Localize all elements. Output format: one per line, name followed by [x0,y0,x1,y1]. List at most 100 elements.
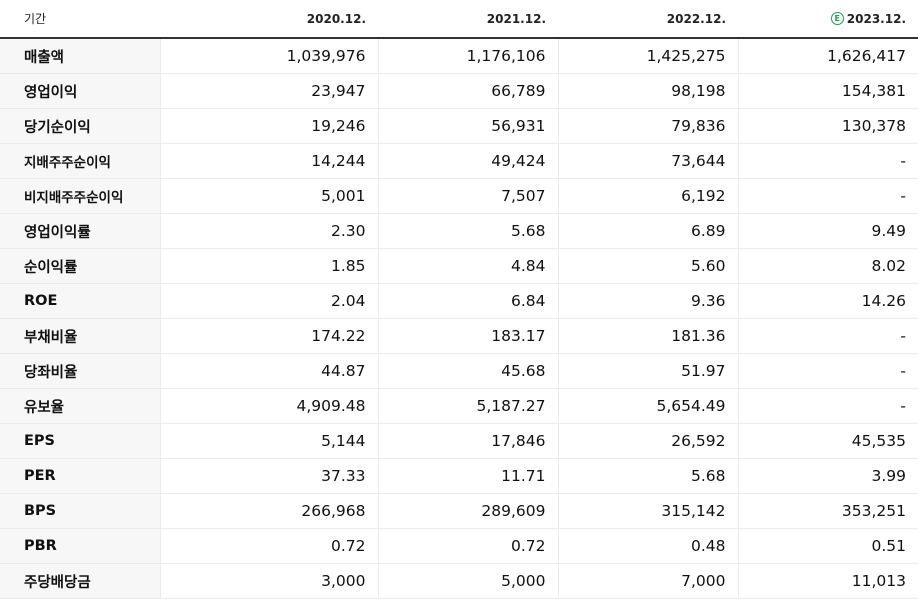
cell-value: 79,836 [557,108,738,144]
cell-value: 73,644 [557,143,738,179]
cell-value: 154,381 [737,73,918,109]
cell-value: - [737,353,918,389]
cell-value: - [737,318,918,354]
cell-value: 98,198 [557,73,738,109]
table-row: ROE 2.04 6.84 9.36 14.26 [0,283,918,319]
cell-value: 1,626,417 [737,38,918,74]
cell-value: 6.84 [377,283,558,319]
row-label: ROE [0,283,160,319]
cell-value: 5.60 [557,248,738,284]
cell-value: 9.49 [737,213,918,249]
row-label: 매출액 [0,38,160,74]
table-row: 순이익률 1.85 4.84 5.60 8.02 [0,248,918,284]
row-label: 순이익률 [0,248,160,284]
cell-value: 0.72 [159,528,378,564]
table-row: 비지배주주순이익 5,001 7,507 6,192 - [0,178,918,214]
row-label: PER [0,458,160,494]
cell-value: 9.36 [557,283,738,319]
cell-value: 5.68 [557,458,738,494]
year-header-2022: 2022.12. [558,0,738,39]
cell-value: 1,039,976 [159,38,378,74]
cell-value: 3.99 [737,458,918,494]
year-header-2020: 2020.12. [160,0,378,39]
cell-value: 49,424 [377,143,558,179]
table-row: 부채비율 174.22 183.17 181.36 - [0,318,918,354]
row-label: 당기순이익 [0,108,160,144]
cell-value: 51.97 [557,353,738,389]
cell-value: 7,000 [557,563,738,599]
row-label: 부채비율 [0,318,160,354]
cell-value: 6,192 [557,178,738,214]
estimate-icon: E [830,11,844,25]
row-label: EPS [0,423,160,459]
cell-value: 44.87 [159,353,378,389]
cell-value: 23,947 [159,73,378,109]
cell-value: 1.85 [159,248,378,284]
cell-value: 17,846 [377,423,558,459]
cell-value: 174.22 [159,318,378,354]
table-row: 주당배당금 3,000 5,000 7,000 11,013 [0,563,918,599]
cell-value: 56,931 [377,108,558,144]
cell-value: 45,535 [737,423,918,459]
cell-value: 5.68 [377,213,558,249]
row-label: 영업이익 [0,73,160,109]
cell-value: 26,592 [557,423,738,459]
row-label: 당좌비율 [0,353,160,389]
table-row: 유보율 4,909.48 5,187.27 5,654.49 - [0,388,918,424]
cell-value: 315,142 [557,493,738,529]
cell-value: 11,013 [737,563,918,599]
cell-value: 37.33 [159,458,378,494]
cell-value: 1,176,106 [377,38,558,74]
table-row: 지배주주순이익 14,244 49,424 73,644 - [0,143,918,179]
row-label: PBR [0,528,160,564]
cell-value: 45.68 [377,353,558,389]
cell-value: 2.04 [159,283,378,319]
cell-value: 1,425,275 [557,38,738,74]
cell-value: 5,654.49 [557,388,738,424]
cell-value: 0.72 [377,528,558,564]
cell-value: 14.26 [737,283,918,319]
table-row: EPS 5,144 17,846 26,592 45,535 [0,423,918,459]
cell-value: 2.30 [159,213,378,249]
cell-value: 6.89 [557,213,738,249]
cell-value: 0.51 [737,528,918,564]
cell-value: 4.84 [377,248,558,284]
cell-value: 5,000 [377,563,558,599]
cell-value: 181.36 [557,318,738,354]
year-header-2023: E 2023.12. [738,0,918,39]
cell-value: 130,378 [737,108,918,144]
row-label: 유보율 [0,388,160,424]
table-row: 영업이익 23,947 66,789 98,198 154,381 [0,73,918,109]
cell-value: 5,187.27 [377,388,558,424]
cell-value: 7,507 [377,178,558,214]
row-label: 지배주주순이익 [0,143,160,179]
cell-value: 14,244 [159,143,378,179]
cell-value: 11.71 [377,458,558,494]
table-row: PBR 0.72 0.72 0.48 0.51 [0,528,918,564]
year-header-2023-label: 2023.12. [846,11,906,26]
table-row: 영업이익률 2.30 5.68 6.89 9.49 [0,213,918,249]
cell-value: 183.17 [377,318,558,354]
table-row: BPS 266,968 289,609 315,142 353,251 [0,493,918,529]
row-label: 영업이익률 [0,213,160,249]
table-row: 당좌비율 44.87 45.68 51.97 - [0,353,918,389]
header-row: 기간 2020.12. 2021.12. 2022.12. E 2023.12. [0,0,918,39]
table-row: 당기순이익 19,246 56,931 79,836 130,378 [0,108,918,144]
cell-value: 5,001 [159,178,378,214]
row-label: 주당배당금 [0,563,160,599]
table-row: PER 37.33 11.71 5.68 3.99 [0,458,918,494]
row-label: BPS [0,493,160,529]
cell-value: 0.48 [557,528,738,564]
period-header: 기간 [0,0,160,39]
cell-value: 5,144 [159,423,378,459]
cell-value: - [737,388,918,424]
row-label: 비지배주주순이익 [0,178,160,214]
table-row: 매출액 1,039,976 1,176,106 1,425,275 1,626,… [0,38,918,74]
cell-value: 4,909.48 [159,388,378,424]
cell-value: 353,251 [737,493,918,529]
cell-value: 66,789 [377,73,558,109]
cell-value: 289,609 [377,493,558,529]
year-header-2021: 2021.12. [378,0,558,39]
cell-value: 8.02 [737,248,918,284]
